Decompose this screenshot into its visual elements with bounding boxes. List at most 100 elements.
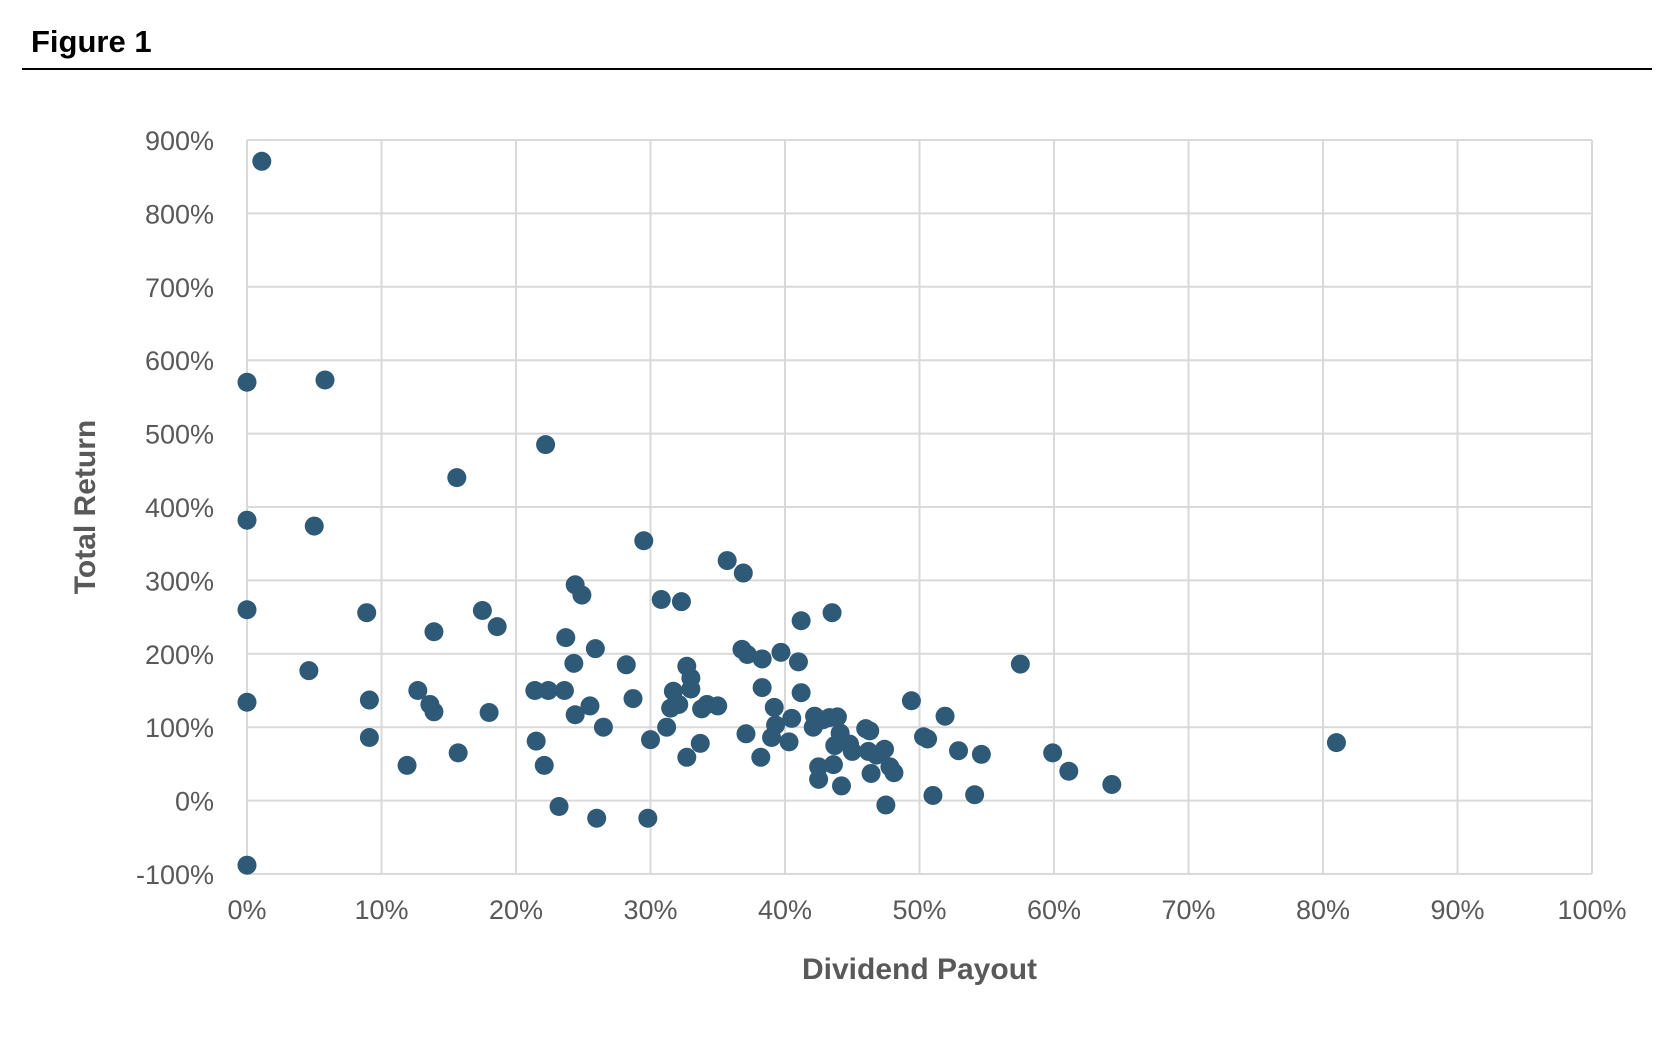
data-point — [641, 730, 660, 750]
x-tick-label: 60% — [1027, 895, 1081, 925]
data-point — [538, 681, 558, 700]
y-tick-label: -100% — [136, 860, 214, 890]
data-point — [935, 706, 955, 726]
y-tick-label: 300% — [145, 566, 214, 596]
x-tick-label: 10% — [354, 895, 408, 925]
data-point — [791, 683, 811, 703]
data-point — [752, 649, 772, 669]
data-point — [823, 755, 843, 775]
data-point — [472, 600, 492, 620]
y-tick-label: 600% — [145, 346, 214, 376]
x-tick-label: 0% — [227, 895, 266, 925]
x-axis-title: Dividend Payout — [802, 953, 1037, 986]
data-point — [565, 705, 585, 725]
data-point — [1043, 743, 1063, 763]
data-point — [965, 785, 985, 805]
data-point — [593, 717, 613, 737]
data-point — [623, 689, 643, 709]
data-point — [534, 755, 554, 775]
data-point — [359, 690, 379, 710]
data-point — [237, 855, 257, 875]
data-point — [252, 151, 272, 171]
data-point — [681, 679, 701, 699]
data-point — [791, 611, 811, 631]
data-point — [788, 652, 808, 672]
data-point — [901, 691, 921, 711]
data-point — [949, 741, 969, 761]
data-point — [737, 645, 757, 665]
data-point — [764, 697, 784, 717]
data-point — [237, 372, 257, 392]
y-tick-label: 800% — [145, 199, 214, 229]
data-point — [634, 531, 654, 551]
data-point — [827, 707, 847, 727]
data-point — [690, 733, 710, 753]
data-point — [424, 622, 444, 642]
data-point — [875, 739, 895, 759]
data-point — [237, 600, 257, 620]
data-point — [809, 769, 829, 789]
data-point — [397, 755, 417, 775]
grid-lines — [246, 139, 1593, 875]
data-point — [782, 708, 802, 728]
data-point — [304, 516, 324, 536]
data-point — [237, 510, 257, 530]
y-axis-title: Total Return — [69, 420, 102, 594]
data-point — [677, 747, 697, 767]
data-point — [549, 796, 569, 816]
x-tick-label: 70% — [1161, 895, 1215, 925]
data-points — [237, 151, 1346, 875]
data-point — [671, 592, 691, 612]
data-point — [536, 435, 556, 455]
data-point — [771, 642, 791, 662]
x-tick-label: 100% — [1557, 895, 1626, 925]
y-tick-label: 900% — [145, 126, 214, 156]
data-point — [580, 696, 600, 716]
data-point — [860, 721, 880, 741]
data-point — [831, 776, 851, 796]
y-tick-label: 400% — [145, 493, 214, 523]
x-tick-label: 50% — [892, 895, 946, 925]
data-point — [299, 661, 319, 681]
data-point — [525, 681, 545, 700]
data-point — [1102, 774, 1122, 794]
data-point — [842, 741, 862, 761]
data-point — [861, 763, 881, 783]
data-point — [585, 639, 605, 659]
data-point — [1010, 654, 1030, 674]
data-point — [315, 370, 335, 390]
data-point — [554, 681, 574, 700]
y-tick-label: 0% — [175, 787, 214, 817]
data-point — [669, 694, 689, 714]
data-point — [733, 563, 753, 583]
data-point — [526, 731, 546, 751]
data-point — [616, 655, 636, 675]
y-tick-label: 500% — [145, 420, 214, 450]
data-point — [1059, 761, 1079, 781]
x-tick-label: 90% — [1430, 895, 1484, 925]
data-point — [1326, 733, 1346, 753]
data-point — [876, 795, 896, 815]
data-point — [736, 724, 756, 744]
data-point — [751, 747, 771, 767]
data-point — [708, 696, 728, 716]
data-point — [448, 743, 468, 763]
data-point — [638, 808, 658, 828]
data-point — [918, 729, 938, 749]
y-tick-label: 200% — [145, 640, 214, 670]
data-point — [357, 603, 377, 623]
data-point — [424, 702, 444, 722]
x-tick-labels: 0% 10% 20% 30% 40% 50% 60% 70% 80% 90% 100% — [227, 895, 1626, 925]
y-tick-label: 700% — [145, 273, 214, 303]
data-point — [447, 468, 467, 488]
data-point — [766, 715, 786, 735]
title-rule — [22, 68, 1652, 70]
data-point — [717, 551, 737, 571]
figure-title: Figure 1 — [31, 24, 152, 59]
data-point — [479, 703, 499, 723]
data-point — [487, 617, 507, 637]
data-point — [572, 585, 592, 605]
data-point — [822, 603, 842, 623]
y-tick-label: 100% — [145, 713, 214, 743]
